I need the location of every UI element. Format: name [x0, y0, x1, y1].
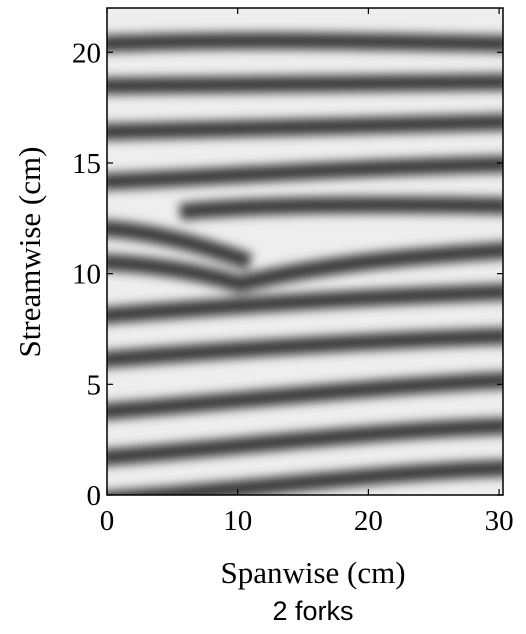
y-tick-label: 0: [87, 480, 102, 512]
x-tick-label: 20: [354, 505, 383, 537]
x-axis-label: Spanwise (cm): [220, 555, 405, 590]
y-tick-label: 10: [72, 259, 101, 291]
x-tick-label: 0: [100, 505, 115, 537]
y-tick-label: 15: [72, 148, 101, 180]
x-tick-label: 10: [223, 505, 252, 537]
caption: 2 forks: [272, 596, 353, 626]
stripe-image: [107, 8, 503, 495]
x-tick-label: 30: [485, 505, 514, 537]
y-tick-label: 20: [72, 37, 101, 69]
y-axis-label: Streamwise (cm): [12, 147, 47, 358]
y-tick-label: 5: [87, 369, 102, 401]
plot-frame: [106, 7, 504, 496]
